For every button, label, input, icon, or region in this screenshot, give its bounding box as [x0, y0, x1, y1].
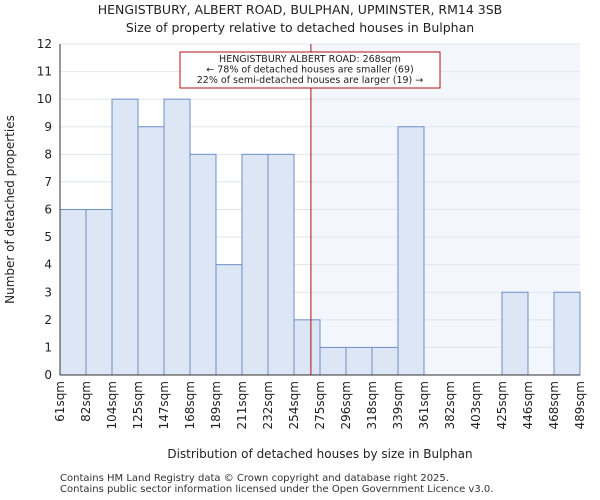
histogram-bar: [553, 291, 581, 376]
y-tick-label: 8: [44, 147, 52, 161]
x-tick-label: 232sqm: [261, 381, 275, 429]
x-tick-label: 339sqm: [391, 381, 405, 429]
y-tick-label: 6: [44, 203, 52, 217]
histogram-bar: [163, 98, 191, 376]
x-tick-label: 296sqm: [339, 381, 353, 429]
x-tick-label: 61sqm: [53, 381, 67, 422]
chart-title-line2: Size of property relative to detached ho…: [125, 20, 475, 35]
x-tick-label: 318sqm: [365, 381, 379, 429]
histogram-bar: [215, 264, 243, 376]
y-tick-label: 0: [44, 368, 52, 382]
x-tick-label: 254sqm: [287, 381, 301, 429]
x-tick-label: 104sqm: [105, 381, 119, 429]
histogram-bar: [345, 346, 373, 376]
histogram-bar: [371, 346, 399, 376]
histogram-bar: [267, 153, 295, 376]
histogram-bar: [85, 209, 113, 376]
x-tick-label: 82sqm: [79, 381, 93, 422]
x-tick-label: 189sqm: [209, 381, 223, 429]
x-tick-label: 425sqm: [495, 381, 509, 429]
histogram-bar: [397, 126, 425, 376]
x-tick-label: 361sqm: [417, 381, 431, 429]
y-tick-label: 3: [44, 285, 52, 299]
y-tick-label: 10: [37, 92, 52, 106]
x-tick-label: 446sqm: [521, 381, 535, 429]
histogram-bar: [501, 291, 529, 376]
x-tick-label: 275sqm: [313, 381, 327, 429]
footer-licence: Contains public sector information licen…: [60, 484, 494, 495]
annotation-box: [179, 51, 441, 89]
histogram-bar: [319, 346, 347, 376]
annotation-line-1: HENGISTBURY ALBERT ROAD: 268sqm: [219, 54, 401, 65]
x-tick-label: 382sqm: [443, 381, 457, 429]
y-tick-label: 4: [44, 258, 52, 272]
y-tick-label: 12: [37, 37, 52, 51]
y-tick-label: 9: [44, 120, 52, 134]
y-tick-label: 2: [44, 313, 52, 327]
y-tick-label: 5: [44, 230, 52, 244]
y-tick-label: 1: [44, 340, 52, 354]
x-tick-label: 211sqm: [235, 381, 249, 429]
x-tick-label: 147sqm: [157, 381, 171, 429]
y-tick-label: 11: [37, 65, 52, 79]
histogram-bar: [59, 209, 87, 376]
x-tick-label: 403sqm: [469, 381, 483, 429]
x-tick-label: 168sqm: [183, 381, 197, 429]
annotation-line-2: ← 78% of detached houses are smaller (69…: [206, 65, 413, 76]
annotation-line-3: 22% of semi-detached houses are larger (…: [197, 75, 424, 86]
y-axis-title: Number of detached properties: [3, 115, 17, 304]
x-tick-label: 468sqm: [547, 381, 561, 429]
histogram-bar: [137, 126, 165, 376]
x-tick-label: 125sqm: [131, 381, 145, 429]
y-tick-label: 7: [44, 175, 52, 189]
x-axis-title: Distribution of detached houses by size …: [167, 447, 472, 461]
x-tick-label: 489sqm: [573, 381, 587, 429]
histogram-bar: [241, 153, 269, 376]
chart-title-line1: HENGISTBURY, ALBERT ROAD, BULPHAN, UPMIN…: [97, 2, 503, 17]
histogram-bar: [293, 319, 321, 376]
histogram-bar: [111, 98, 139, 376]
histogram-bar: [189, 153, 217, 376]
footer-copyright: Contains HM Land Registry data © Crown c…: [60, 473, 449, 484]
